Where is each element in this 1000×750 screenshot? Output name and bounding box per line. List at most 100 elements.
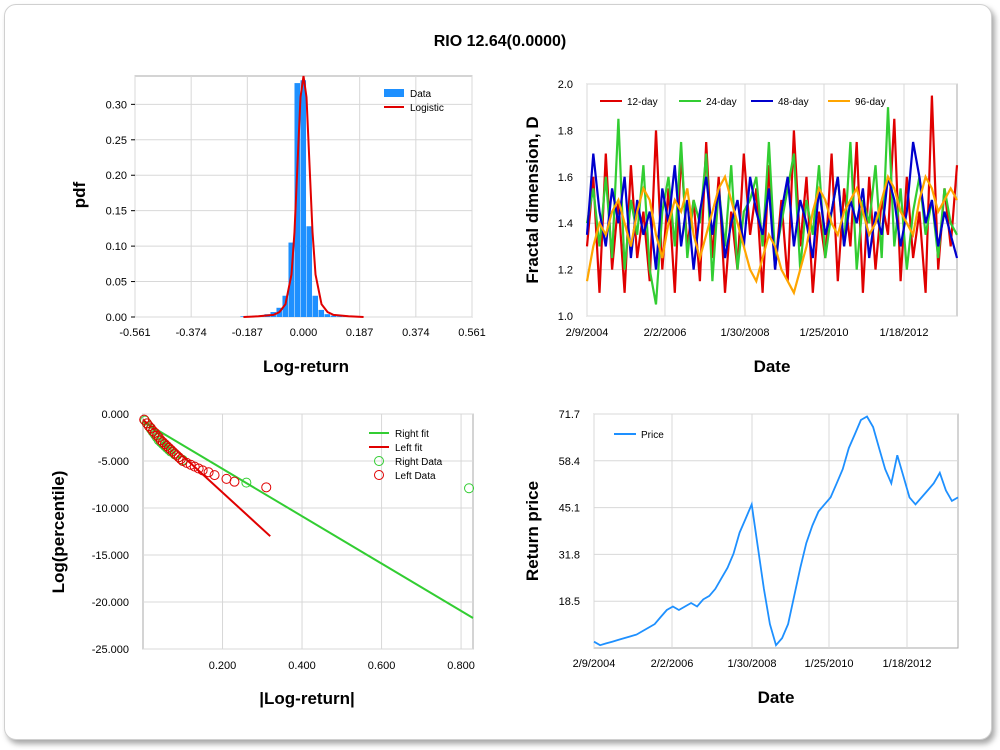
price-xtick-label: 2/9/2004 — [573, 658, 616, 670]
fractal-xtick-label: 1/30/2008 — [721, 327, 770, 339]
price-ytick-label: 58.4 — [559, 456, 580, 468]
legend-label-fractal: 96-day — [855, 97, 886, 108]
tail-xtick-label: 0.600 — [368, 660, 396, 672]
pdf-ytick-label: 0.10 — [106, 241, 127, 253]
price-xtick-label: 2/2/2006 — [651, 658, 694, 670]
pdf-ytick-label: 0.20 — [106, 170, 127, 182]
price-ylabel: Return price — [523, 481, 542, 581]
tail-ytick-label: -20.000 — [92, 597, 129, 609]
left-data-point — [197, 465, 208, 476]
legend-label-right-fit: Right fit — [395, 429, 429, 440]
legend-label-right-data: Right Data — [395, 457, 443, 468]
price-xlabel: Date — [758, 688, 795, 707]
fractal-ytick-label: 1.0 — [558, 311, 573, 323]
fractal-xlabel: Date — [754, 357, 791, 376]
price-ytick-label: 45.1 — [559, 503, 580, 515]
pdf-xtick-label: 0.561 — [458, 327, 486, 339]
logistic-curve — [243, 75, 364, 318]
fractal-series-line — [585, 107, 958, 305]
fractal-series-line — [585, 141, 959, 270]
pdf-bar — [282, 295, 289, 317]
fractal-xtick-label: 1/25/2010 — [800, 327, 849, 339]
pdf-xlabel: Log-return — [263, 357, 349, 376]
tail-ytick-label: -25.000 — [92, 644, 129, 656]
pdf-bar — [324, 314, 331, 317]
pdf-ytick-label: 0.00 — [106, 312, 127, 324]
fractal-xtick-label: 2/9/2004 — [566, 327, 609, 339]
left-data-point — [229, 476, 240, 487]
pdf-panel: -0.561 -0.374 -0.187 0.000 0.187 0.374 0.561 0.… — [70, 75, 486, 376]
left-data-point — [139, 414, 150, 425]
pdf-bar — [336, 316, 343, 317]
price-ytick-label: 71.7 — [559, 409, 580, 421]
pdf-xtick-label: -0.561 — [119, 327, 150, 339]
tail-xtick-label: 0.200 — [209, 660, 237, 672]
fractal-ytick-label: 1.2 — [558, 265, 573, 277]
fractal-ytick-label: 1.6 — [558, 172, 573, 184]
tail-xtick-label: 0.800 — [447, 660, 475, 672]
price-ytick-label: 18.5 — [559, 596, 580, 608]
legend-label-price: Price — [641, 430, 664, 441]
right-data-point — [241, 477, 252, 488]
fractal-ytick-label: 1.4 — [558, 218, 573, 230]
fractal-series-line — [585, 173, 958, 296]
legend-label-left-data: Left Data — [395, 471, 436, 482]
left-data-point — [261, 482, 272, 493]
price-legend: Price — [614, 430, 664, 441]
legend-label-fractal: 48-day — [778, 97, 809, 108]
price-xtick-label: 1/18/2012 — [883, 658, 932, 670]
pdf-bar — [312, 295, 319, 317]
pdf-bar — [330, 315, 337, 317]
fractal-legend: 12-day 24-day 48-day 96-day — [600, 97, 886, 108]
tail-plot-area — [142, 413, 474, 650]
pdf-ytick-label: 0.25 — [106, 135, 127, 147]
pdf-xtick-label: 0.187 — [346, 327, 374, 339]
tail-ytick-label: -5.000 — [98, 456, 129, 468]
price-line — [593, 415, 959, 648]
tail-xtick-label: 0.400 — [288, 660, 316, 672]
pdf-bar — [306, 226, 313, 317]
pdf-xtick-label: -0.374 — [176, 327, 207, 339]
pdf-bar — [240, 316, 246, 317]
price-plot-area — [593, 413, 959, 649]
fractal-ytick-label: 2.0 — [558, 79, 573, 91]
tail-xlabel: |Log-return| — [259, 689, 354, 708]
legend-label-logistic: Logistic — [410, 103, 444, 114]
fractal-xtick-label: 2/2/2006 — [644, 327, 687, 339]
legend-swatch-left-data — [374, 470, 384, 480]
fractal-panel: 2/9/2004 2/2/2006 1/30/2008 1/25/2010 1/18/2… — [523, 79, 959, 376]
tail-ytick-label: -10.000 — [92, 503, 129, 515]
fractal-ytick-label: 1.8 — [558, 125, 573, 137]
pdf-legend: Data Logistic — [384, 89, 444, 114]
tail-ytick-label: -15.000 — [92, 550, 129, 562]
left-data-point — [209, 470, 220, 481]
left-data-point — [203, 467, 214, 478]
legend-swatch-right-data — [374, 456, 384, 466]
tail-marks — [139, 414, 475, 619]
right-data-point — [464, 483, 475, 494]
page-title: RIO 12.64(0.0000) — [433, 33, 567, 50]
left-data-point — [175, 454, 186, 465]
fractal-ylabel: Fractal dimension, D — [523, 116, 542, 283]
pdf-bar — [294, 83, 301, 318]
price-ytick-label: 31.8 — [559, 549, 580, 561]
right-fit-line — [142, 420, 474, 619]
tail-panel: 0.200 0.400 0.600 0.800 0.000 -5.000 -10.000 -1… — [49, 409, 475, 708]
legend-label-left-fit: Left fit — [395, 443, 422, 454]
legend-label-fractal: 12-day — [627, 97, 658, 108]
fractal-xtick-label: 1/18/2012 — [880, 327, 929, 339]
legend-label-fractal: 24-day — [706, 97, 737, 108]
price-xtick-label: 1/25/2010 — [805, 658, 854, 670]
tail-ylabel: Log(percentile) — [49, 471, 68, 594]
pdf-bar — [300, 80, 307, 318]
pdf-bar — [318, 309, 325, 317]
pdf-ytick-label: 0.30 — [106, 99, 127, 111]
pdf-ytick-label: 0.05 — [106, 277, 127, 289]
legend-swatch-data — [384, 89, 404, 97]
legend-label-data: Data — [410, 89, 432, 100]
pdf-xtick-label: 0.000 — [290, 327, 318, 339]
tail-legend: Right fit Left fit Right Data Left Data — [369, 429, 443, 482]
price-panel: 2/9/2004 2/2/2006 1/30/2008 1/25/2010 1/18/2… — [523, 409, 959, 707]
pdf-xtick-label: 0.374 — [402, 327, 430, 339]
